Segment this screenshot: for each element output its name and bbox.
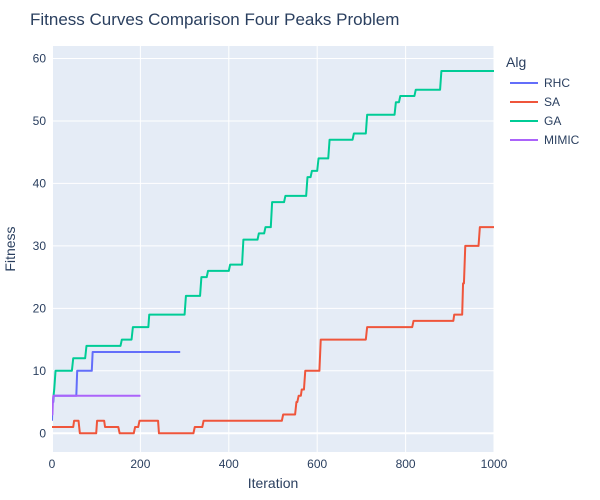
x-tick-label: 400	[219, 457, 239, 471]
x-tick-label: 800	[396, 457, 416, 471]
series-line-mimic	[52, 394, 141, 416]
series-line-ga	[52, 69, 494, 404]
y-tick-label: 20	[33, 301, 47, 315]
chart-title: Fitness Curves Comparison Four Peaks Pro…	[30, 10, 399, 29]
legend-label-ga: GA	[544, 114, 561, 128]
legend: Alg RHC SA GA MIMIC	[506, 54, 580, 147]
y-tick-label: 40	[33, 176, 47, 190]
x-tick-label: 200	[130, 457, 150, 471]
x-tick-label: 1000	[481, 457, 508, 471]
legend-label-sa: SA	[544, 95, 560, 109]
series-lines	[52, 69, 494, 435]
series-line-sa	[52, 226, 494, 435]
y-axis-title: Fitness	[2, 226, 18, 271]
x-tick-label: 0	[49, 457, 56, 471]
y-tick-label: 30	[33, 239, 47, 253]
y-tick-label: 10	[33, 364, 47, 378]
x-axis-title: Iteration	[248, 475, 299, 491]
y-tick-label: 50	[33, 114, 47, 128]
tick-labels: 0 200 400 600 800 1000 0 10 20 30 40 50 60	[33, 51, 508, 471]
y-tick-label: 60	[33, 51, 47, 65]
legend-label-mimic: MIMIC	[544, 133, 580, 147]
plot-background	[52, 46, 494, 452]
legend-label-rhc: RHC	[544, 76, 570, 90]
x-tick-label: 600	[307, 457, 327, 471]
legend-title: Alg	[506, 54, 526, 70]
y-tick-label: 0	[39, 426, 46, 440]
